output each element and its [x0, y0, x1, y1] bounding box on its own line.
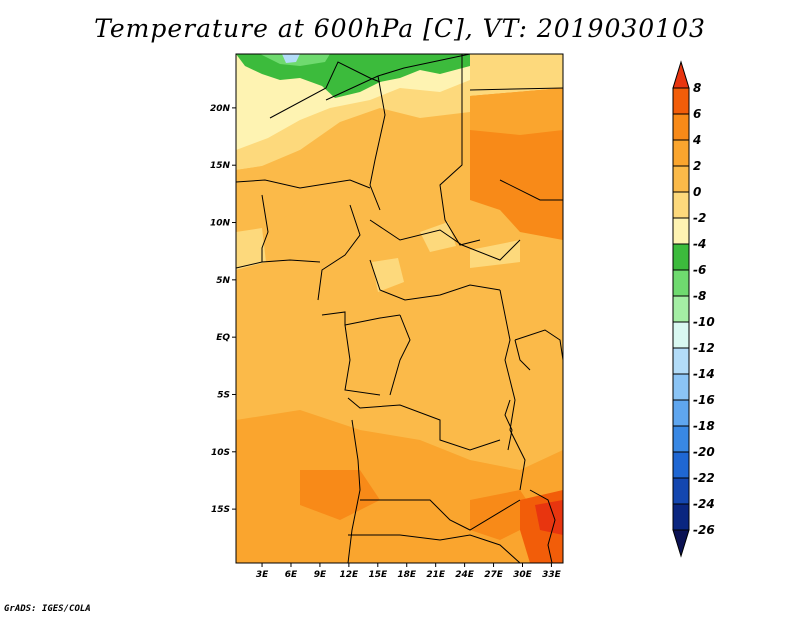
x-tick-label: 6E [285, 570, 298, 580]
y-tick-label: 15S [211, 505, 230, 515]
colorbar-label: -6 [693, 263, 706, 277]
y-tick-label: 10N [210, 219, 231, 229]
colorbar-bin [672, 269, 690, 297]
colorbar-bin [672, 243, 690, 271]
colorbar-label: -16 [693, 393, 715, 407]
colorbar-label: -8 [693, 289, 706, 303]
colorbar-label: -14 [693, 367, 715, 381]
field-west-coast [236, 228, 266, 270]
border-niger-chad [369, 75, 386, 211]
colorbar-bin [672, 425, 690, 453]
colorbar-bin [672, 165, 690, 193]
x-tick-label: 9E [314, 570, 327, 580]
colorbar: 8 6 4 2 0 -2 -4 -6 -8 -10 -12 -14 -16 -18 -20 -22 -24 -26 [672, 60, 715, 558]
x-tick-label: 24E [455, 570, 475, 580]
field-northeast-pale [470, 54, 563, 96]
colorbar-label: -10 [693, 315, 715, 329]
border-nigeria-cameroon [317, 204, 361, 301]
colorbar-bin [672, 477, 690, 505]
border-uganda [514, 329, 563, 361]
x-tick-label: 27E [484, 570, 504, 580]
colorbar-bin [672, 373, 690, 401]
field-cold-core [282, 54, 300, 63]
border-benin-nigeria [261, 194, 269, 262]
colorbar-label: 2 [693, 159, 701, 173]
colorbar-label: -2 [693, 211, 706, 225]
border-car-south [369, 259, 501, 301]
border-drc-angola [347, 397, 501, 451]
colorbar-top-arrow [672, 60, 690, 89]
border-namibia [348, 534, 521, 563]
border-egypt-sudan [469, 87, 563, 91]
field-sudan-pale [470, 240, 520, 268]
colorbar-bin [672, 347, 690, 375]
colorbar-label: -18 [693, 419, 715, 433]
map-frame [235, 53, 564, 564]
x-tick-label: 30E [513, 570, 533, 580]
colorbar-label: -24 [693, 497, 715, 511]
temperature-field [236, 54, 563, 563]
border-sudan-ethiopia [499, 179, 563, 201]
colorbar-bin [672, 191, 690, 219]
border-congo-drc [389, 314, 411, 396]
colorbar-bin [672, 399, 690, 427]
y-tick-label: EQ [216, 333, 230, 343]
lake-albert [514, 339, 531, 371]
lake-tanganyika [504, 399, 513, 451]
field-northeast-mid [470, 88, 563, 135]
colorbar-bin [672, 139, 690, 167]
colorbar-label: -20 [693, 445, 715, 459]
colorbar-label: -22 [693, 471, 715, 485]
x-tick-label: 12E [340, 570, 360, 580]
border-car-north [369, 219, 521, 261]
field-central-pale [372, 258, 404, 292]
colorbar-label: -12 [693, 341, 715, 355]
y-tick-label: 10S [211, 448, 230, 458]
colorbar-label: 4 [692, 133, 701, 147]
colorbar-bin [672, 113, 690, 141]
border-chad-sudan [439, 54, 481, 246]
colorbar-bin [672, 217, 690, 245]
colorbar-label: 8 [693, 81, 701, 95]
border-malawi-moz [529, 489, 556, 563]
colorbar-bin [672, 503, 690, 531]
border-congo-drc-west [344, 324, 381, 396]
border-mali-niger [236, 179, 371, 189]
y-tick-label: 20N [210, 104, 231, 114]
border-angola-zambia [360, 499, 521, 531]
colorbar-label: -26 [693, 523, 715, 537]
colorbar-label: 0 [693, 185, 701, 199]
grads-credit: GrADS: IGES/COLA [4, 604, 91, 614]
colorbar-label: 6 [693, 107, 701, 121]
x-tick-label: 33E [542, 570, 562, 580]
x-axis: 3E 6E 9E 12E 15E 18E 21E 24E 27E 30E 33E [256, 563, 562, 580]
map-title: Temperature at 600hPa [C], VT: 201903010… [94, 14, 706, 43]
colorbar-bin [672, 321, 690, 349]
y-tick-label: 15N [210, 161, 231, 171]
field-cafr-pale [420, 222, 456, 252]
y-tick-label: 5N [216, 276, 230, 286]
colorbar-bottom-arrow [672, 529, 690, 558]
field-southeast-hottest [535, 500, 563, 535]
y-tick-label: 5S [217, 390, 230, 400]
border-drc-east [499, 289, 526, 491]
coast-angola [347, 419, 361, 563]
x-tick-label: 3E [256, 570, 269, 580]
borders [236, 54, 563, 563]
colorbar-bin [672, 451, 690, 479]
y-axis: 20N 15N 10N 5N EQ 5S 10S 15S [210, 104, 236, 515]
field-west-sahel [236, 150, 320, 232]
border-algeria-niger [269, 61, 381, 119]
coast-gulf-guinea [236, 259, 321, 269]
colorbar-bin [672, 295, 690, 323]
x-tick-label: 18E [397, 570, 417, 580]
colorbar-label: -4 [693, 237, 706, 251]
border-libya-niger [325, 54, 471, 101]
colorbar-bin [672, 87, 690, 115]
x-tick-label: 21E [426, 570, 446, 580]
x-tick-label: 15E [368, 570, 388, 580]
